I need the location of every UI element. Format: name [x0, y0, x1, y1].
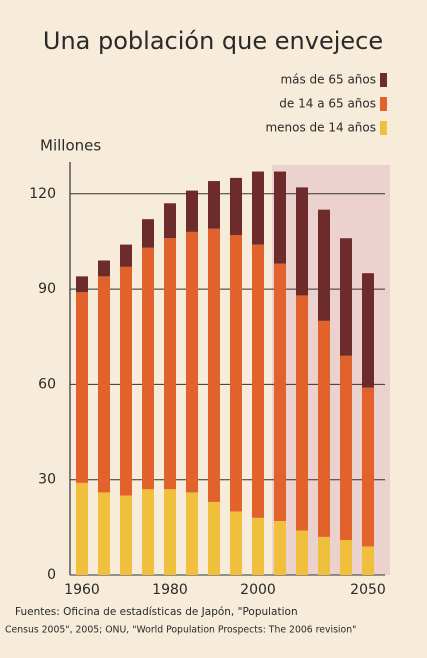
- source: Census 2005", 2005; ONU, "World Populati…: [5, 625, 356, 636]
- chart-title: Una población que envejece: [43, 27, 383, 55]
- bar-segment: [340, 540, 352, 575]
- bar-segment: [230, 511, 242, 575]
- bar-segment: [164, 238, 176, 490]
- bar-segment: [208, 501, 220, 575]
- bar-segment: [252, 171, 264, 245]
- bar-segment: [252, 517, 264, 575]
- legend-label: más de 65 años: [280, 73, 376, 87]
- bar-segment: [252, 244, 264, 518]
- bar-segment: [98, 276, 110, 493]
- legend-swatch: [380, 73, 387, 87]
- bar-segment: [142, 219, 154, 248]
- x-tick-label: 2050: [350, 582, 386, 598]
- bar-segment: [230, 235, 242, 512]
- bar-segment: [362, 387, 374, 547]
- x-tick-label: 2000: [240, 582, 276, 598]
- bar-segment: [76, 276, 88, 293]
- x-tick-label: 1960: [64, 582, 100, 598]
- bar-segment: [208, 228, 220, 502]
- x-tick-label: 1980: [152, 582, 188, 598]
- legend-label: de 14 a 65 años: [279, 97, 376, 111]
- bar-segment: [164, 489, 176, 575]
- legend-swatch: [380, 97, 387, 111]
- bar-segment: [274, 171, 286, 264]
- y-axis-label: Millones: [40, 137, 101, 155]
- bar-segment: [142, 247, 154, 490]
- bar-segment: [340, 238, 352, 356]
- bar-segment: [186, 190, 198, 232]
- bar-segment: [208, 181, 220, 229]
- bar-segment: [98, 492, 110, 575]
- bar-segment: [186, 492, 198, 575]
- legend-swatch: [380, 121, 387, 135]
- bar-segment: [318, 209, 330, 321]
- bar-segment: [362, 546, 374, 575]
- bar-segment: [142, 489, 154, 575]
- bar-segment: [98, 260, 110, 277]
- bar-segment: [296, 530, 308, 575]
- bar-segment: [274, 263, 286, 521]
- bar-segment: [120, 495, 132, 575]
- bar-segment: [164, 203, 176, 239]
- y-tick-label: 90: [38, 281, 56, 297]
- y-tick-label: 30: [38, 472, 56, 488]
- y-tick-label: 120: [29, 186, 56, 202]
- bar-segment: [362, 273, 374, 388]
- bar-segment: [274, 520, 286, 575]
- bar-segment: [76, 292, 88, 483]
- bar-segment: [186, 231, 198, 493]
- bar-segment: [76, 482, 88, 575]
- bar-segment: [318, 536, 330, 575]
- bar-segment: [296, 187, 308, 296]
- bar-segment: [120, 244, 132, 267]
- bar-segment: [230, 177, 242, 236]
- y-tick-label: 60: [38, 376, 56, 392]
- bar-segment: [340, 355, 352, 541]
- bar-segment: [120, 266, 132, 496]
- bar-segment: [318, 320, 330, 537]
- y-tick-label: 0: [47, 567, 56, 583]
- legend-label: menos de 14 años: [265, 121, 376, 135]
- bar-segment: [296, 295, 308, 531]
- source: Fuentes: Oficina de estadísticas de Japó…: [15, 606, 298, 618]
